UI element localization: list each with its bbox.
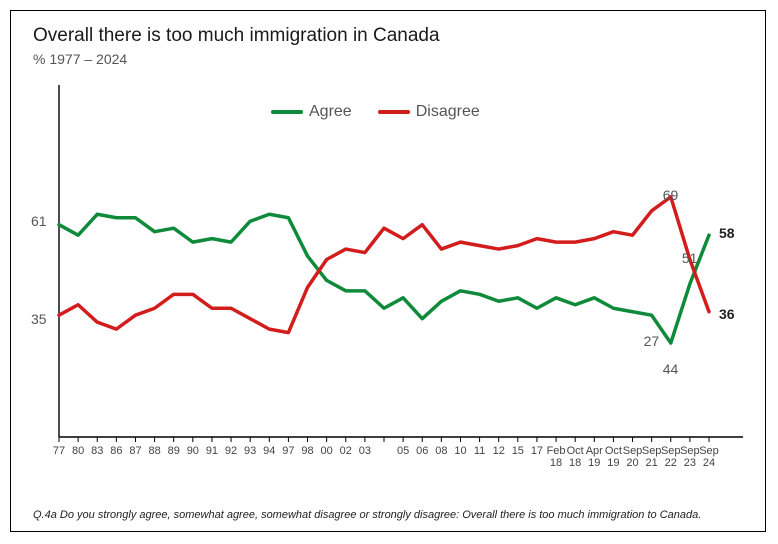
value-label: 58: [719, 225, 735, 241]
x-tick-label: 83: [91, 445, 103, 457]
x-tick-label: Sep23: [680, 445, 700, 469]
x-tick-label: Sep20: [623, 445, 643, 469]
x-tick-label: 06: [416, 445, 428, 457]
x-tick-label: 91: [206, 445, 218, 457]
x-tick-label: Sep22: [661, 445, 681, 469]
x-tick-label: 15: [512, 445, 524, 457]
x-tick-label: 10: [454, 445, 466, 457]
value-label: 36: [719, 306, 735, 322]
x-tick-label: 87: [129, 445, 141, 457]
x-tick-label: 93: [244, 445, 256, 457]
x-tick-label: 89: [168, 445, 180, 457]
x-tick-label: Oct19: [605, 445, 622, 469]
value-label: 44: [663, 361, 679, 377]
x-tick-label: 08: [435, 445, 447, 457]
x-tick-label: Apr19: [586, 445, 603, 469]
chart-frame: Overall there is too much immigration in…: [10, 10, 766, 532]
value-label: 69: [663, 187, 679, 203]
x-tick-label: 94: [263, 445, 275, 457]
x-tick-label: 00: [321, 445, 333, 457]
value-label: 61: [31, 213, 47, 229]
value-label: 51: [682, 250, 698, 266]
x-tick-label: 80: [72, 445, 84, 457]
x-tick-label: Oct18: [567, 445, 584, 469]
x-tick-label: 12: [493, 445, 505, 457]
x-tick-label: 88: [148, 445, 160, 457]
value-label: 35: [31, 311, 47, 327]
value-label: 27: [644, 333, 660, 349]
x-tick-label: 98: [301, 445, 313, 457]
x-tick-label: 02: [340, 445, 352, 457]
chart-footnote: Q.4a Do you strongly agree, somewhat agr…: [33, 509, 745, 521]
x-tick-label: 77: [53, 445, 65, 457]
x-tick-label: 17: [531, 445, 543, 457]
x-tick-label: Sep24: [699, 445, 719, 469]
x-tick-label: 90: [187, 445, 199, 457]
x-tick-label: Sep21: [642, 445, 662, 469]
x-tick-label: 86: [110, 445, 122, 457]
x-tick-label: 11: [474, 445, 485, 457]
x-tick-label: Feb18: [547, 445, 566, 469]
x-tick-label: 97: [282, 445, 294, 457]
x-tick-label: 03: [359, 445, 371, 457]
x-tick-label: 05: [397, 445, 409, 457]
x-tick-label: 92: [225, 445, 237, 457]
